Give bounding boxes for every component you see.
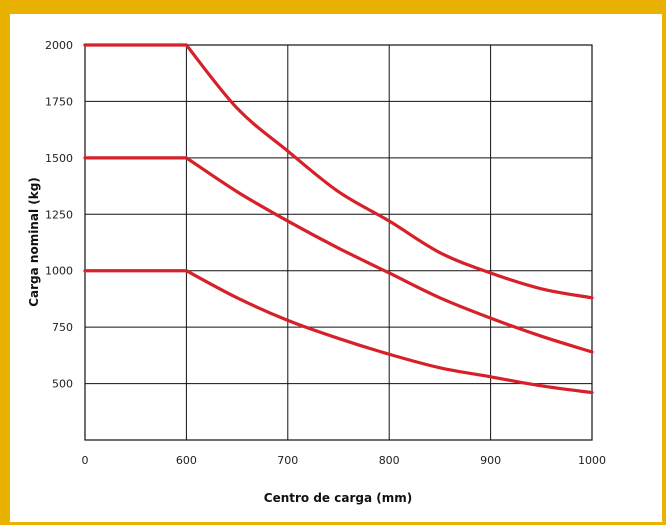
y-tick-label: 2000 — [45, 39, 73, 52]
y-tick-label: 1750 — [45, 95, 73, 108]
y-tick-label: 750 — [52, 321, 73, 334]
y-tick-label: 500 — [52, 378, 73, 391]
x-axis-title: Centro de carga (mm) — [264, 491, 412, 505]
series-line-2 — [83, 156, 594, 354]
top-accent-band — [0, 0, 666, 14]
y-tick-label: 1250 — [45, 208, 73, 221]
x-tick-label: 800 — [379, 454, 400, 467]
x-tick-label: 900 — [480, 454, 501, 467]
y-axis-title: Carga nominal (kg) — [27, 177, 41, 307]
x-tick-label: 0 — [82, 454, 89, 467]
left-accent-band — [0, 0, 10, 525]
bottom-accent-band — [0, 522, 666, 525]
right-accent-band — [662, 0, 666, 525]
series-line-1 — [83, 43, 594, 300]
series-line-3 — [83, 269, 594, 395]
tick-labels: 500 750 1000 1250 1500 1750 2000 0 600 700 800 900 1… — [45, 39, 606, 467]
y-tick-label: 1500 — [45, 152, 73, 165]
series-group — [83, 43, 594, 395]
y-tick-label: 1000 — [45, 265, 73, 278]
x-tick-label: 1000 — [578, 454, 606, 467]
x-tick-label: 700 — [277, 454, 298, 467]
x-tick-label: 600 — [176, 454, 197, 467]
